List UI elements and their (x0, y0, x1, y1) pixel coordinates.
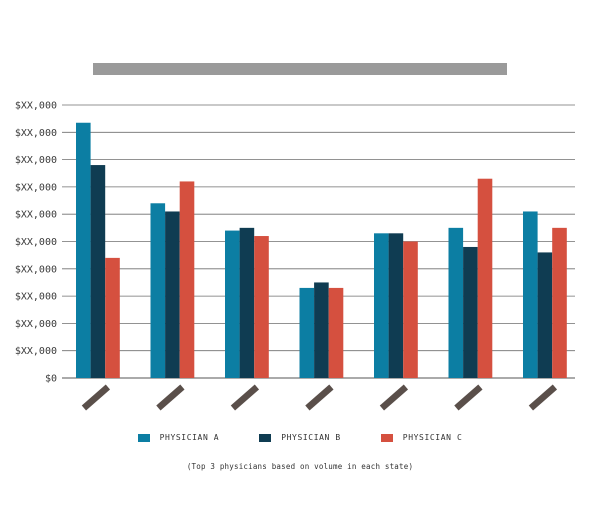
x-category-label-placeholder (156, 384, 185, 411)
y-tick-label: $XX,000 (15, 346, 57, 357)
bar-physician-c (105, 257, 120, 378)
bar-physician-a (374, 233, 389, 378)
x-category-label-placeholder (305, 384, 334, 411)
bar-physician-c (403, 241, 418, 378)
bar-chart: $0 $XX,000 $XX,000 $XX,000 $XX,000 $XX,000 $XX… (15, 63, 575, 411)
x-category-label-placeholder (528, 384, 558, 411)
bar-physician-c (254, 236, 269, 378)
x-category-label-placeholder (81, 384, 111, 411)
bar-physician-b (388, 233, 404, 378)
y-tick-label: $XX,000 (15, 210, 57, 221)
chart-footnote: (Top 3 physicians based on volume in eac… (186, 462, 414, 471)
bar-physician-a (150, 203, 166, 378)
bar-physician-a (523, 211, 538, 378)
grid-lines (62, 104, 575, 379)
bar-physician-c (179, 181, 195, 378)
bar-physician-b (165, 211, 180, 378)
bar-physician-b (239, 227, 255, 378)
x-category-label-placeholder (379, 384, 409, 411)
bar-physician-a (225, 230, 240, 378)
legend-swatch-b (259, 433, 272, 442)
bar-physician-c (552, 227, 567, 378)
y-tick-label: $XX,000 (15, 128, 57, 139)
bar-physician-a (448, 227, 464, 378)
y-axis-ticks: $0 $XX,000 $XX,000 $XX,000 $XX,000 $XX,000 $XX… (15, 101, 57, 385)
y-tick-label: $XX,000 (15, 264, 57, 275)
bar-series (76, 122, 567, 379)
legend-swatch-a (137, 433, 150, 442)
y-tick-label: $XX,000 (15, 155, 57, 166)
y-tick-label: $XX,000 (15, 101, 57, 112)
x-axis-category-labels (81, 384, 558, 411)
y-tick-label: $XX,000 (15, 319, 57, 330)
legend-swatch-c (380, 433, 393, 442)
legend-item-physician-c: PHYSICIAN C (380, 433, 463, 442)
chart-title-placeholder (93, 63, 507, 75)
legend-label-a: PHYSICIAN A (159, 433, 220, 442)
bar-physician-c (328, 287, 344, 378)
y-tick-label: $XX,000 (15, 292, 57, 303)
bar-physician-c (477, 178, 493, 378)
legend-item-physician-a: PHYSICIAN A (137, 433, 220, 442)
legend-label-b: PHYSICIAN B (281, 433, 341, 442)
legend: PHYSICIAN A PHYSICIAN B PHYSICIAN C (0, 433, 600, 442)
bar-physician-b (463, 246, 478, 378)
legend-item-physician-b: PHYSICIAN B (259, 433, 341, 442)
y-tick-label: $XX,000 (15, 237, 57, 248)
bar-physician-a (299, 287, 315, 378)
legend-label-c: PHYSICIAN C (402, 433, 463, 442)
bar-physician-b (90, 165, 106, 378)
y-tick-label: $0 (45, 374, 57, 385)
x-category-label-placeholder (454, 384, 483, 411)
x-category-label-placeholder (230, 384, 260, 411)
y-tick-label: $XX,000 (15, 182, 57, 193)
bar-physician-a (76, 122, 91, 379)
bar-physician-b (537, 252, 553, 378)
bar-physician-b (314, 282, 329, 378)
